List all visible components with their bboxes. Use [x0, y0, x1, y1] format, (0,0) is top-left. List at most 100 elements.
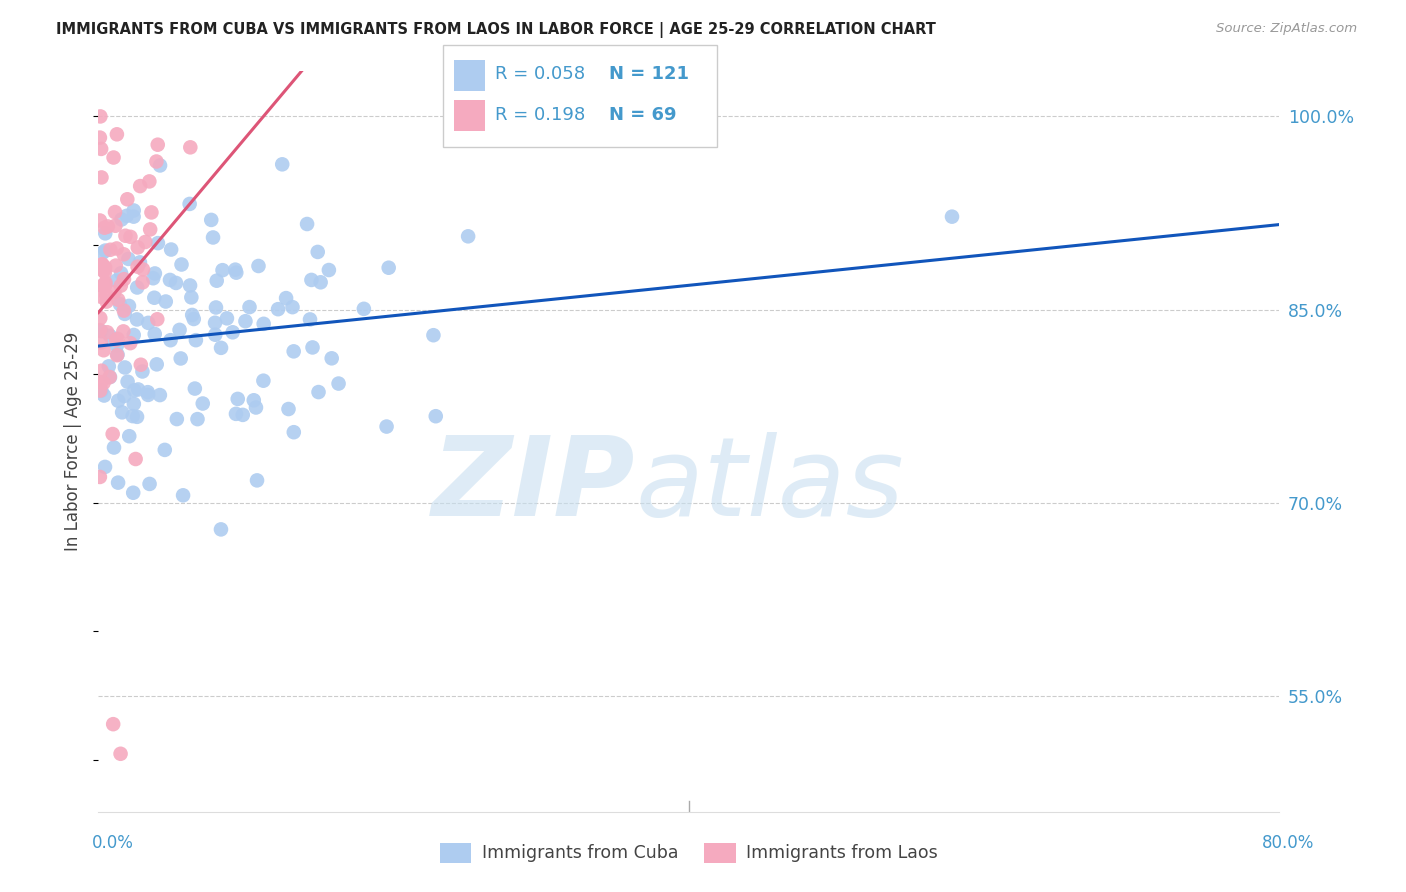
Point	[110, 747, 132, 761]
Point	[132, 262, 155, 277]
Point	[309, 275, 332, 289]
Text: 80.0%: 80.0%	[1263, 834, 1315, 852]
Point	[139, 222, 162, 236]
Point	[224, 262, 246, 277]
Point	[89, 110, 111, 124]
Point	[225, 407, 247, 421]
Point	[101, 427, 124, 442]
Point	[90, 170, 112, 185]
Point	[94, 277, 117, 291]
Point	[170, 351, 193, 366]
Point	[143, 267, 166, 281]
Point	[89, 323, 111, 337]
Point	[204, 327, 226, 342]
Point	[122, 328, 145, 343]
Point	[141, 205, 163, 219]
Point	[117, 375, 139, 389]
Point	[211, 263, 233, 277]
Point	[301, 341, 323, 355]
Point	[91, 245, 114, 260]
Point	[96, 325, 118, 339]
Point	[118, 299, 141, 313]
Point	[96, 288, 118, 302]
Point	[90, 335, 112, 350]
Point	[136, 316, 159, 330]
Point	[122, 210, 145, 224]
Point	[125, 409, 148, 424]
Point	[179, 278, 201, 293]
Point	[146, 312, 169, 326]
Point	[149, 388, 172, 402]
Point	[108, 297, 131, 311]
Point	[105, 333, 128, 347]
Point	[89, 311, 111, 326]
Point	[129, 358, 152, 372]
Point	[159, 273, 181, 287]
Point	[215, 311, 238, 326]
Point	[96, 294, 118, 309]
Point	[97, 359, 120, 374]
Point	[89, 384, 111, 398]
Point	[181, 308, 204, 322]
Point	[122, 203, 145, 218]
Point	[186, 412, 208, 426]
Point	[105, 128, 128, 142]
Point	[93, 388, 115, 402]
Point	[98, 328, 121, 343]
Point	[179, 140, 201, 154]
Point	[160, 243, 183, 257]
Point	[103, 441, 125, 455]
Point	[138, 174, 160, 188]
Point	[295, 217, 318, 231]
Point	[205, 274, 228, 288]
Point	[202, 230, 225, 244]
Text: N = 69: N = 69	[609, 106, 676, 124]
Point	[94, 459, 117, 474]
Point	[117, 252, 139, 266]
Point	[118, 429, 141, 443]
Point	[124, 452, 146, 467]
Point	[299, 312, 322, 326]
Point	[103, 151, 125, 165]
Point	[107, 293, 129, 307]
Point	[104, 259, 127, 273]
Point	[91, 258, 114, 272]
Text: R = 0.058: R = 0.058	[495, 65, 585, 83]
Point	[243, 393, 266, 408]
Point	[166, 412, 188, 426]
Point	[90, 375, 112, 389]
Point	[170, 258, 193, 272]
Text: 0.0%: 0.0%	[91, 834, 134, 852]
Point	[89, 130, 111, 145]
Point	[107, 475, 129, 490]
Point	[103, 717, 125, 731]
Point	[110, 278, 132, 293]
Point	[89, 470, 111, 484]
Point	[129, 255, 152, 269]
Point	[209, 522, 232, 536]
Point	[112, 272, 135, 286]
Point	[93, 220, 115, 235]
Point	[169, 323, 191, 337]
Point	[110, 266, 132, 280]
Point	[125, 312, 148, 326]
Point	[377, 260, 399, 275]
Point	[94, 260, 117, 275]
Point	[127, 280, 149, 294]
Point	[246, 474, 269, 488]
Point	[124, 384, 146, 398]
Point	[281, 300, 304, 314]
Point	[127, 383, 149, 397]
Point	[112, 389, 135, 403]
Point	[142, 271, 165, 285]
Point	[235, 314, 257, 328]
Point	[172, 488, 194, 502]
Point	[165, 276, 187, 290]
Point	[149, 158, 172, 172]
Point	[91, 257, 114, 271]
Point	[114, 360, 136, 375]
Point	[112, 325, 135, 339]
Point	[145, 154, 167, 169]
Point	[159, 333, 181, 347]
Point	[301, 273, 323, 287]
